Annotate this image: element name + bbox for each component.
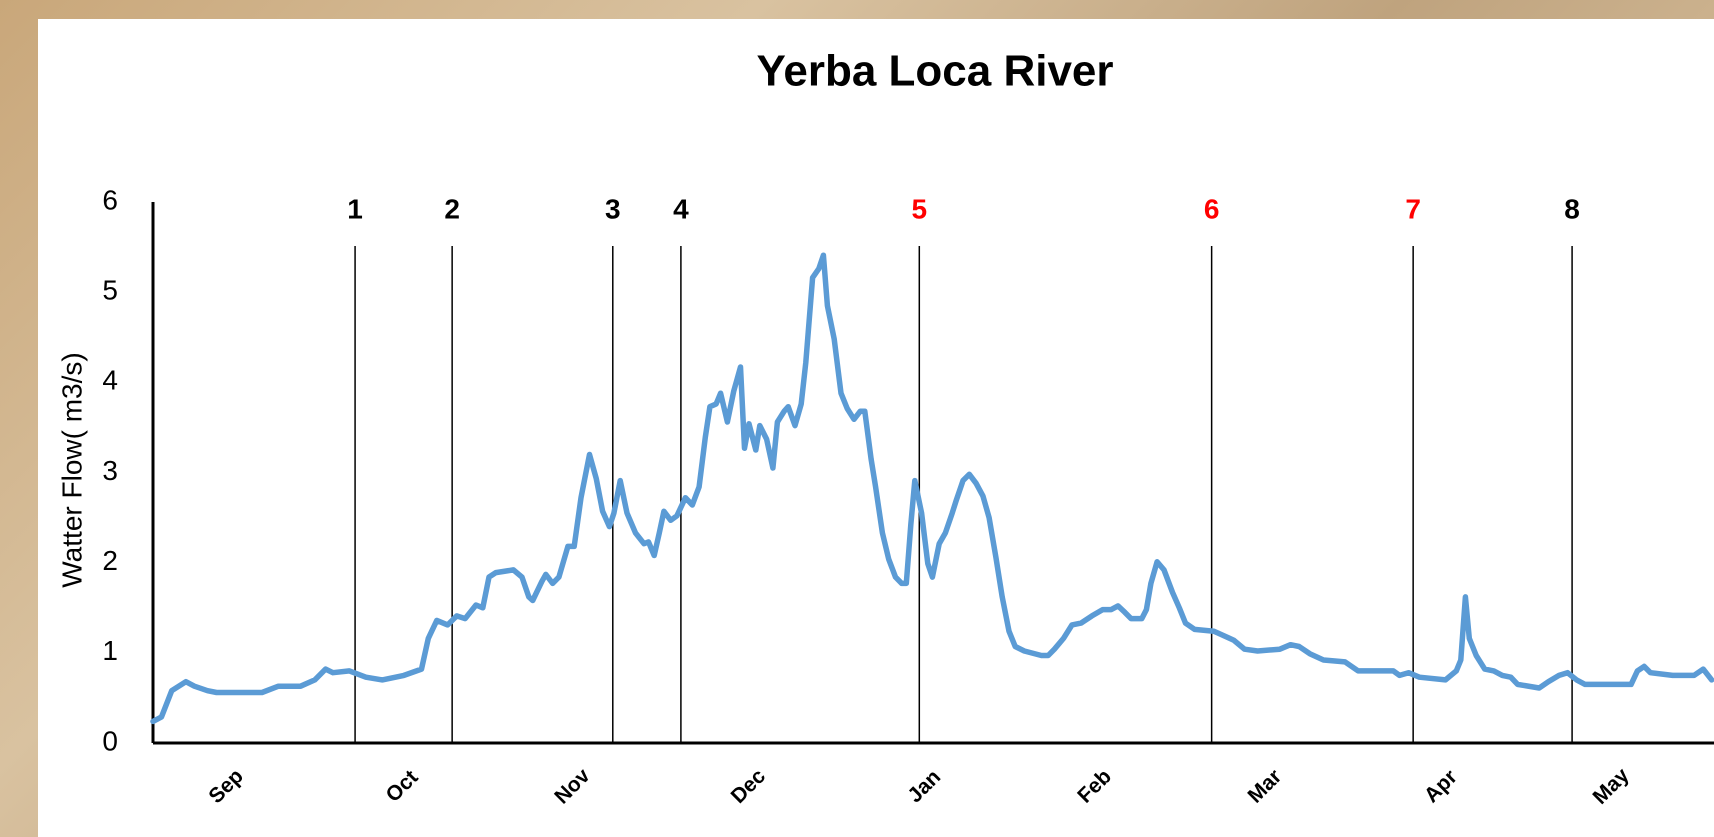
- event-label: 4: [673, 193, 689, 224]
- event-label: 6: [1204, 193, 1220, 224]
- y-tick-label: 3: [102, 455, 118, 486]
- y-tick-label: 6: [102, 184, 118, 215]
- event-label: 3: [605, 193, 621, 224]
- y-tick-label: 0: [102, 725, 118, 756]
- y-tick-label: 2: [102, 545, 118, 576]
- event-label: 2: [444, 193, 460, 224]
- y-tick-label: 5: [102, 275, 118, 306]
- event-label: 8: [1564, 193, 1580, 224]
- chart-panel: [38, 19, 1714, 837]
- chart-title: Yerba Loca River: [756, 47, 1113, 96]
- y-tick-label: 4: [102, 365, 118, 396]
- event-label: 5: [912, 193, 928, 224]
- flow-line: [150, 252, 1714, 725]
- event-label: 7: [1405, 193, 1421, 224]
- y-axis-label: Watter Flow( m3/s): [56, 352, 87, 587]
- y-tick-label: 1: [102, 635, 118, 666]
- event-label: 1: [347, 193, 363, 224]
